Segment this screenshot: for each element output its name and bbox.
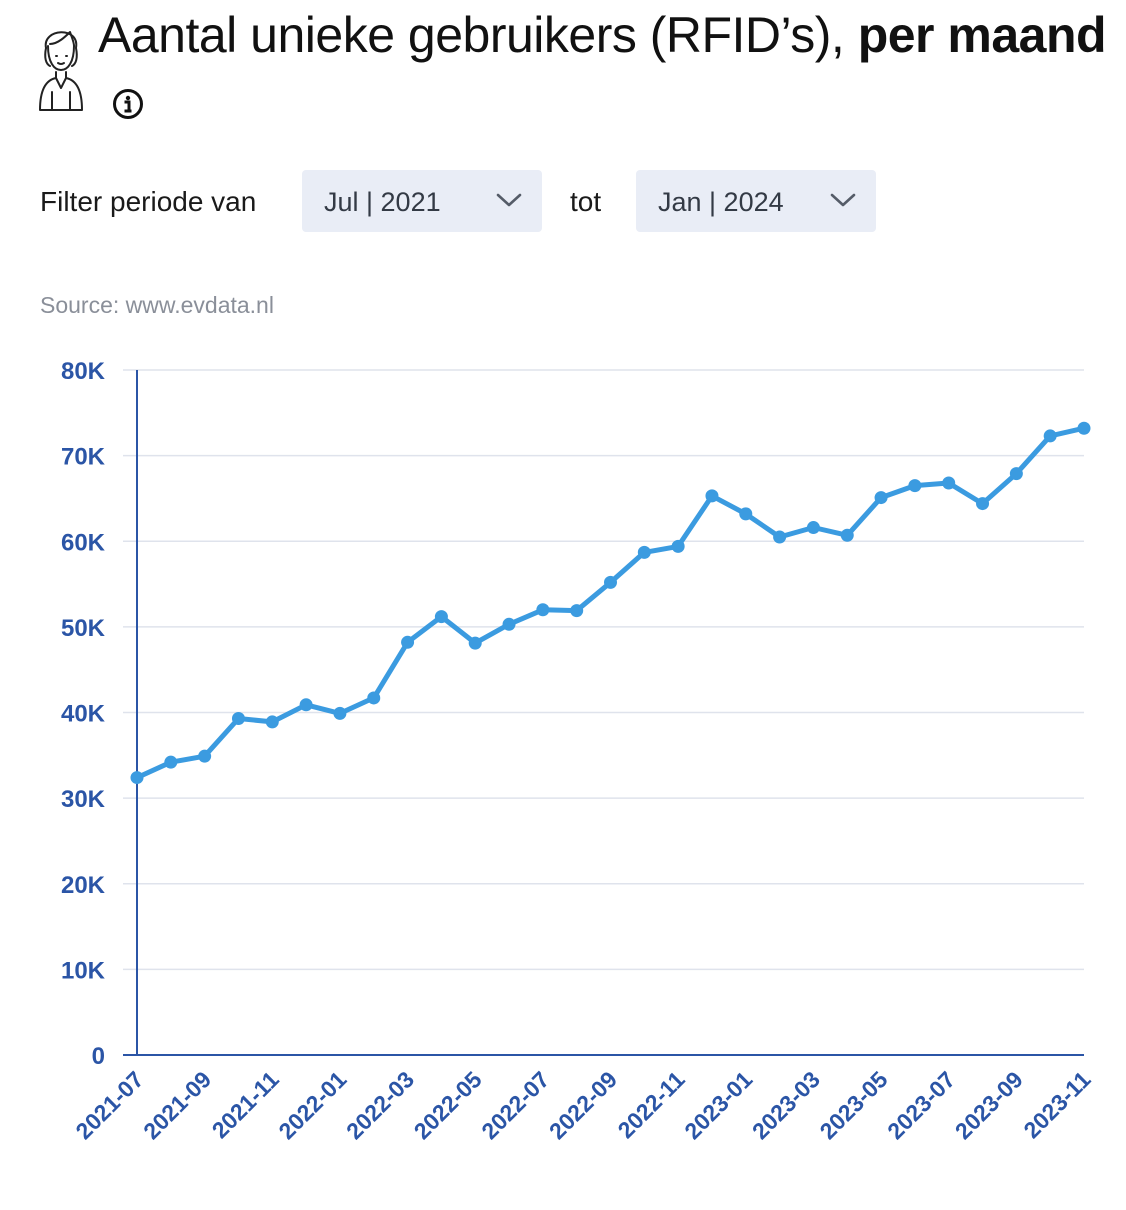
data-point <box>637 545 651 559</box>
chevron-down-icon <box>830 193 856 207</box>
x-tick-label: 2022-11 <box>613 1066 690 1143</box>
filter-to-label: tot <box>570 186 602 217</box>
data-point <box>739 507 753 521</box>
user-avatar-icon <box>39 31 83 111</box>
data-point <box>367 691 381 705</box>
x-tick-label: 2023-09 <box>950 1066 1028 1144</box>
filter-label: Filter periode van <box>40 186 257 217</box>
source-note: Source: www.evdata.nl <box>40 292 274 318</box>
y-tick-label: 50K <box>61 615 106 642</box>
data-point <box>434 610 448 624</box>
period-to-select[interactable]: Jan | 2024 <box>636 170 876 232</box>
info-icon[interactable] <box>112 88 144 120</box>
data-point <box>164 755 178 769</box>
data-point <box>705 489 719 503</box>
y-tick-label: 70K <box>61 444 106 471</box>
x-tick-label: 2022-05 <box>409 1066 487 1144</box>
chart-title-regular: Aantal unieke gebruikers (RFID’s), <box>98 7 858 63</box>
data-point <box>773 530 787 544</box>
x-tick-label: 2021-09 <box>138 1066 216 1144</box>
x-tick-label: 2023-03 <box>747 1066 825 1144</box>
data-point <box>671 539 685 553</box>
data-point <box>1009 467 1023 481</box>
y-tick-label: 60K <box>61 529 106 556</box>
y-tick-label: 20K <box>61 872 106 899</box>
x-tick-label: 2021-07 <box>70 1066 148 1144</box>
data-point <box>874 491 888 505</box>
period-filter: Filter periode van Jul | 2021 tot Jan | … <box>40 170 1100 232</box>
data-point <box>976 497 990 511</box>
period-to-value: Jan | 2024 <box>658 187 784 217</box>
data-point <box>198 749 212 763</box>
x-tick-label: 2022-09 <box>544 1066 622 1144</box>
chart-title-bold: per maand <box>857 7 1107 63</box>
data-point <box>604 575 617 589</box>
chevron-down-icon <box>496 193 522 207</box>
y-tick-label: 40K <box>61 701 106 728</box>
data-point <box>265 715 279 729</box>
data-point <box>1077 421 1091 435</box>
x-tick-label: 2021-11 <box>207 1066 284 1143</box>
period-from-value: Jul | 2021 <box>324 187 441 217</box>
data-point <box>502 617 516 631</box>
x-tick-label: 2022-03 <box>341 1066 419 1144</box>
data-point <box>840 528 854 542</box>
data-point <box>942 476 956 490</box>
x-tick-label: 2023-05 <box>815 1066 893 1144</box>
line-chart: 010K20K30K40K50K60K70K80K2021-072021-092… <box>61 358 1096 1144</box>
y-tick-label: 30K <box>61 786 106 813</box>
chart-title: Aantal unieke gebruikers (RFID’s), per m… <box>98 6 1107 64</box>
x-tick-label: 2022-07 <box>476 1066 554 1144</box>
data-point <box>130 771 144 785</box>
data-point <box>908 479 922 493</box>
data-point <box>333 706 347 720</box>
x-tick-label: 2023-01 <box>679 1066 757 1144</box>
data-point <box>806 521 820 535</box>
x-tick-label: 2023-11 <box>1018 1066 1095 1143</box>
period-from-select[interactable]: Jul | 2021 <box>302 170 542 232</box>
chart-header: Aantal unieke gebruikers (RFID’s), per m… <box>36 6 1116 126</box>
data-point <box>231 711 245 725</box>
y-tick-label: 0 <box>92 1043 105 1070</box>
x-tick-label: 2022-01 <box>273 1066 351 1144</box>
data-point <box>401 635 415 649</box>
series-line <box>134 425 1087 781</box>
x-tick-label: 2023-07 <box>882 1066 960 1144</box>
y-tick-label: 80K <box>61 358 106 385</box>
data-point <box>299 698 313 712</box>
data-point <box>1043 429 1057 443</box>
y-tick-label: 10K <box>61 957 106 984</box>
data-point <box>468 636 482 650</box>
data-point <box>536 603 550 617</box>
data-point <box>570 604 584 618</box>
